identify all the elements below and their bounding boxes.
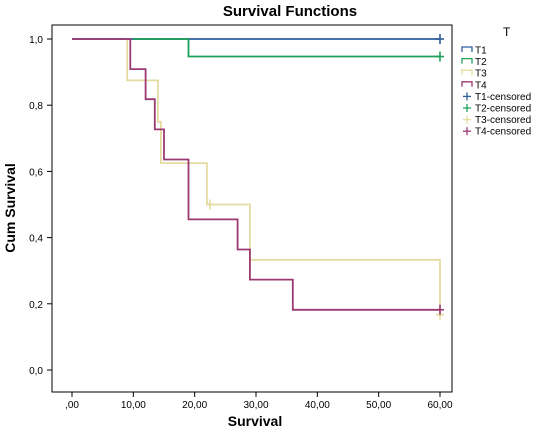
- series-line-t4: [72, 38, 440, 311]
- y-tick-label: 0,2: [29, 300, 43, 311]
- legend-label: T3: [475, 69, 487, 80]
- y-tick-label: 0,0: [29, 366, 43, 377]
- legend-item: T4: [461, 80, 487, 91]
- legend: T1T2T3T4T1-censoredT2-censoredT3-censore…: [461, 46, 531, 138]
- series-line-t3: [126, 39, 441, 315]
- legend-item: T4-censored: [463, 127, 531, 138]
- x-tick-label: 20,00: [182, 400, 207, 411]
- legend-swatch: [463, 127, 471, 136]
- censor-marker-t1: [436, 34, 444, 44]
- censor-marker-t4: [436, 304, 444, 315]
- legend-swatch: [461, 81, 473, 87]
- plot-frame: [51, 24, 453, 393]
- legend-label: T4-censored: [475, 127, 531, 138]
- legend-label: T3-censored: [475, 115, 531, 126]
- legend-label: T2-censored: [475, 104, 531, 115]
- legend-swatch: [463, 92, 471, 101]
- legend-label: T1: [475, 46, 487, 57]
- x-axis-title: Survival: [228, 413, 282, 429]
- legend-swatch: [461, 69, 473, 76]
- y-tick-label: 0,4: [29, 234, 43, 245]
- x-axis: ,00 10,00 20,00 30,00 40,00 50,00 60,00: [65, 392, 453, 411]
- legend-swatch: [461, 57, 473, 64]
- x-tick-label: 30,00: [243, 400, 268, 411]
- legend-swatch: [461, 46, 473, 52]
- x-tick-label: 40,00: [305, 400, 330, 411]
- chart-title: Survival Functions: [223, 3, 357, 20]
- legend-label: T2: [475, 57, 487, 68]
- y-tick-label: 0,6: [29, 167, 43, 178]
- x-tick-label: 60,00: [427, 400, 452, 411]
- legend-item: T3: [461, 69, 487, 80]
- series-line-t2: [133, 38, 440, 58]
- x-tick-label: ,00: [65, 400, 79, 411]
- series-layer: [72, 34, 444, 320]
- legend-swatch: [463, 115, 471, 124]
- y-axis: 0,0 0,2 0,4 0,6 0,8 1,0: [29, 35, 52, 377]
- x-tick-label: 10,00: [121, 400, 146, 411]
- x-tick-label: 50,00: [366, 400, 391, 411]
- legend-label: T4: [475, 80, 487, 91]
- legend-item: T1-censored: [463, 92, 531, 103]
- legend-title: T: [503, 25, 511, 39]
- legend-item: T2: [461, 57, 487, 68]
- y-tick-label: 0,8: [29, 101, 43, 112]
- legend-swatch: [463, 104, 471, 112]
- censor-marker-t2: [436, 51, 444, 62]
- legend-label: T1-censored: [475, 92, 531, 103]
- censor-marker-t3: [206, 199, 214, 210]
- legend-item: T3-censored: [463, 115, 531, 126]
- legend-item: T2-censored: [463, 104, 531, 115]
- y-tick-label: 1,0: [29, 35, 43, 46]
- legend-item: T1: [461, 46, 487, 57]
- y-axis-title: Cum Survival: [2, 163, 18, 252]
